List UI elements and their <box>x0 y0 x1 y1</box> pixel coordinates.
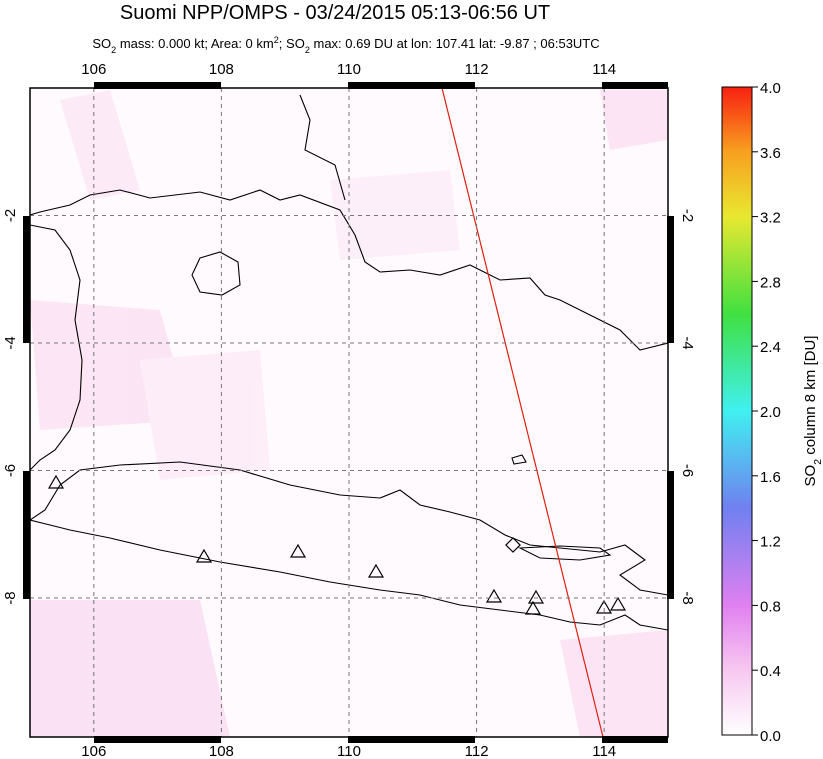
lon-tick-label: 114 <box>592 61 616 78</box>
colorbar-tick-label: 0.4 <box>760 663 781 680</box>
lat-tick-label: -4 <box>2 336 19 349</box>
lat-tick-label: -8 <box>2 591 19 604</box>
lat-tick-label: -2 <box>2 209 19 222</box>
lon-tick-label: 106 <box>81 743 106 759</box>
lon-tick-label: 108 <box>209 61 234 78</box>
colorbar-scale <box>721 86 753 736</box>
volcano <box>47 474 65 489</box>
colorbar-tick-label: 3.2 <box>760 210 781 227</box>
so2-field <box>30 90 668 737</box>
lon-tick-label: 110 <box>337 743 361 759</box>
lon-tick-label: 106 <box>81 61 106 78</box>
volcanoes <box>47 474 627 615</box>
lat-tick-label: -6 <box>2 464 19 477</box>
volcano <box>505 537 521 553</box>
volcano <box>289 543 307 558</box>
lon-tick-label: 112 <box>465 61 489 78</box>
colorbar-tick-label: 0.0 <box>760 728 781 745</box>
colorbar-label: SO2 column 8 km [DU] <box>802 336 823 487</box>
lon-tick-label: 110 <box>337 61 361 78</box>
colorbar-tick-label: 2.0 <box>760 404 781 421</box>
text-segment: 2 <box>111 45 116 55</box>
colorbar-tick-label: 2.4 <box>760 339 781 356</box>
volcano <box>527 589 545 604</box>
frame-bars <box>23 82 674 743</box>
lon-tick-label: 112 <box>465 743 489 759</box>
colorbar: SO2 column 8 km [DU] 0.0 0.4 0.8 1.2 1.6 2.0 2… <box>721 80 823 745</box>
text-segment: 2 <box>305 45 310 55</box>
colorbar-tick-label: 4.0 <box>760 80 781 97</box>
lon-tick-label: 114 <box>592 743 616 759</box>
text-segment: column 8 km [DU] <box>802 336 819 459</box>
text-segment: max: 0.69 DU at lon: 107.41 lat: -9.87 ;… <box>310 36 600 51</box>
lat-tick-label: -2 <box>679 209 696 222</box>
lon-tick-label: 108 <box>209 743 234 759</box>
lat-tick-label: -6 <box>679 464 696 477</box>
colorbar-tick-label: 1.2 <box>760 534 781 551</box>
lat-tick-label: -8 <box>679 591 696 604</box>
volcano <box>524 600 542 615</box>
colorbar-tick-label: 3.6 <box>760 145 781 162</box>
lat-tick-label: -4 <box>679 336 696 349</box>
colorbar-tick-label: 1.6 <box>760 469 781 486</box>
coastlines <box>30 94 668 631</box>
volcano <box>367 563 385 578</box>
map <box>23 82 674 743</box>
graticule <box>30 88 668 737</box>
text-segment: ; SO <box>279 36 305 51</box>
text-segment: 2 <box>812 459 823 465</box>
volcano <box>609 596 627 611</box>
volcano <box>595 599 613 614</box>
title: Suomi NPP/OMPS - 03/24/2015 05:13-06:56 … <box>120 2 550 24</box>
orbit-track <box>441 87 604 738</box>
text-segment: SO <box>92 36 111 51</box>
text-segment: 2 <box>274 35 279 45</box>
colorbar-tick-label: 0.8 <box>760 598 781 615</box>
colorbar-tick-label: 2.8 <box>760 274 781 291</box>
volcano <box>195 548 213 563</box>
text-segment: SO <box>802 465 819 487</box>
text-segment: mass: 0.000 kt; Area: 0 km <box>116 36 274 51</box>
volcano <box>485 588 503 603</box>
subtitle: SO2 mass: 0.000 kt; Area: 0 km2; SO2 max… <box>92 35 599 55</box>
